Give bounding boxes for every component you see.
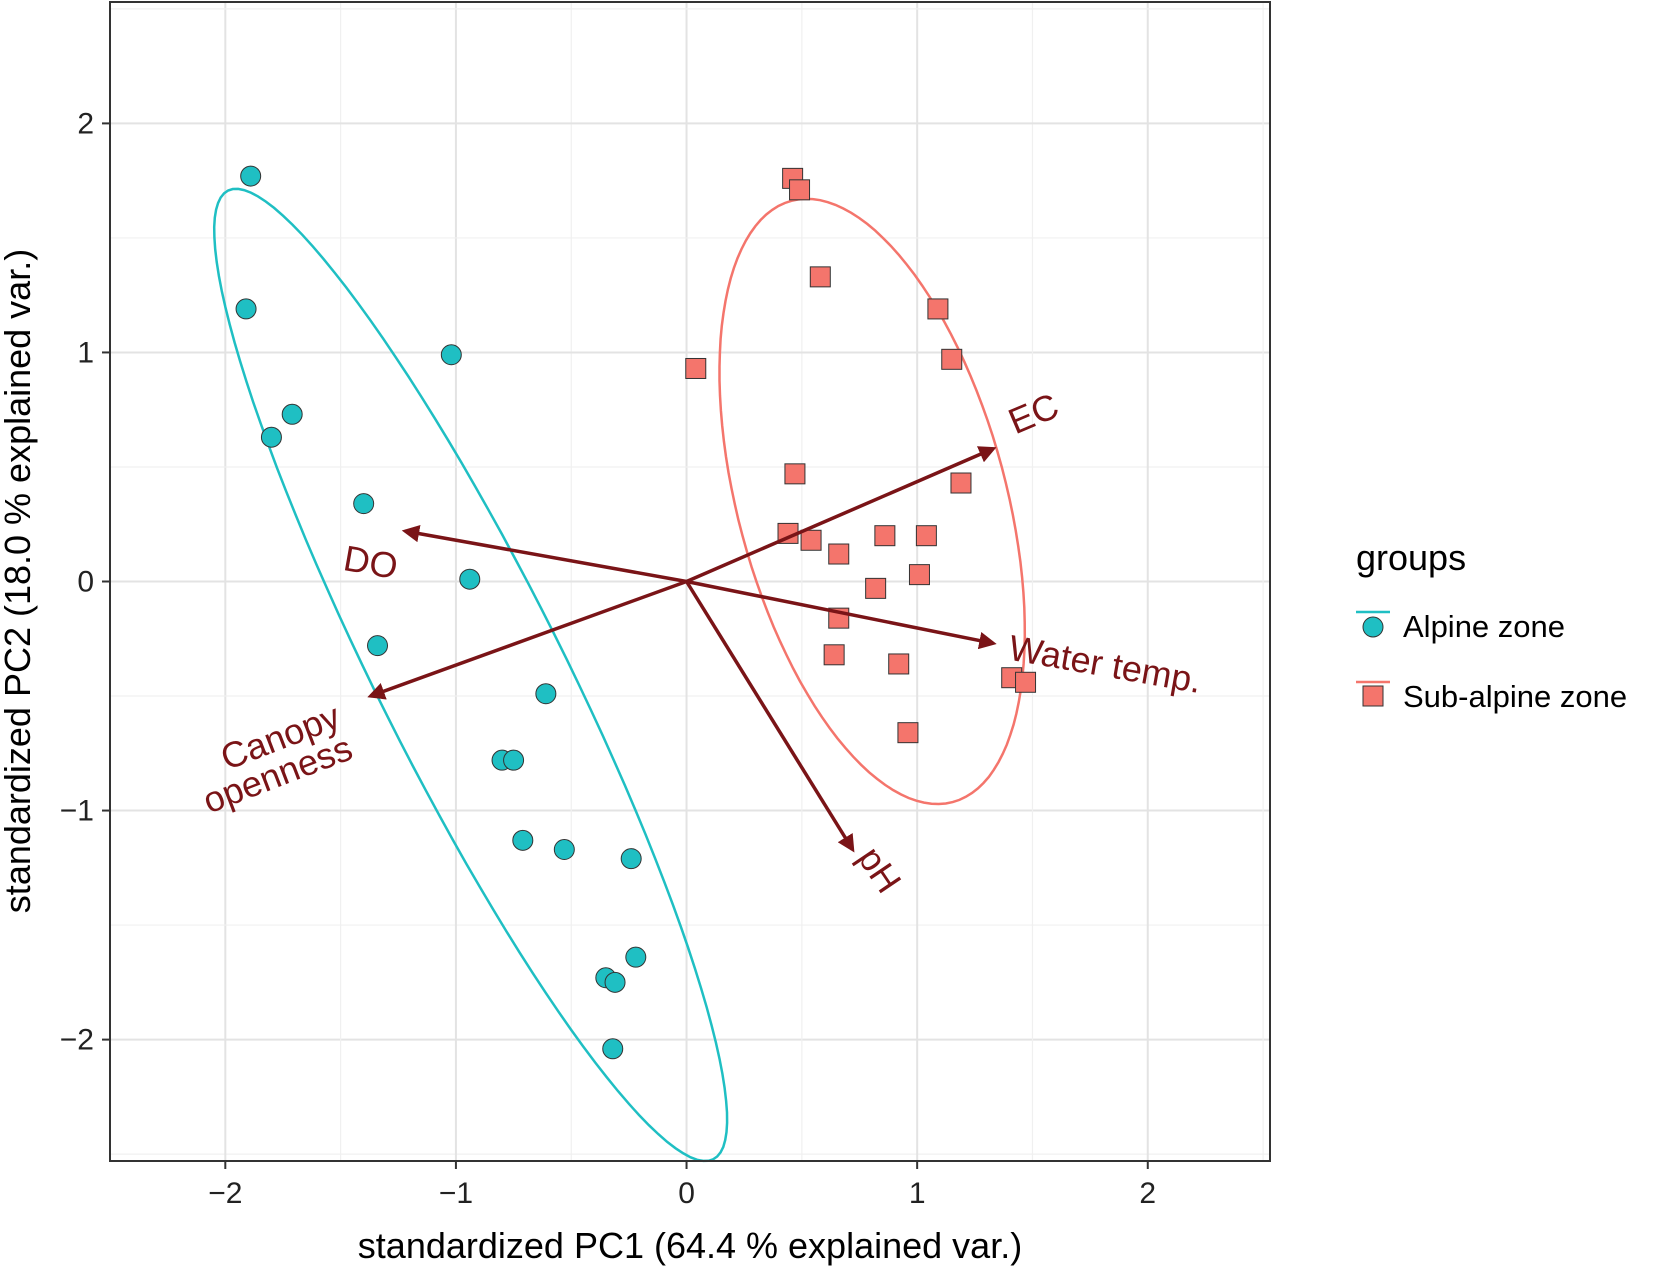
legend-alpine-label: Alpine zone (1403, 609, 1565, 644)
point-subalpine (950, 472, 972, 494)
y-tick-label: −2 (60, 1024, 94, 1057)
legend-alpine-marker (1362, 616, 1384, 638)
point-alpine (604, 971, 626, 993)
point-alpine (535, 683, 557, 705)
ellipse-alpine (212, 187, 729, 1163)
point-alpine (512, 829, 534, 851)
y-tick-label: −1 (60, 795, 94, 828)
point-alpine (625, 946, 647, 968)
point-subalpine (865, 577, 887, 599)
point-subalpine (800, 529, 822, 551)
y-tick-label: 2 (77, 107, 94, 140)
point-alpine (503, 749, 525, 771)
x-tick-label: 1 (909, 1177, 926, 1210)
point-subalpine (874, 525, 896, 547)
legend-entry-alpine: Alpine zone (1356, 609, 1565, 644)
vector-ph-arrow (685, 580, 855, 853)
point-subalpine (685, 357, 707, 379)
x-tick-label: −1 (439, 1177, 473, 1210)
legend-subalpine-marker (1362, 685, 1384, 707)
point-alpine (281, 403, 303, 425)
vector-do-label: DO (341, 537, 401, 587)
point-alpine (235, 298, 257, 320)
point-alpine (240, 165, 262, 187)
legend-entry-subalpine: Sub-alpine zone (1356, 679, 1627, 714)
point-subalpine (1015, 671, 1037, 693)
vector-canopy-openness-arrow (367, 579, 688, 700)
legend: groups Alpine zone Sub-alpine zone (1356, 537, 1627, 714)
ellipse-subalpine (718, 197, 1027, 806)
legend-subalpine-label: Sub-alpine zone (1403, 679, 1627, 714)
y-axis-title: standardized PC2 (18.0 % explained var.) (0, 249, 38, 913)
point-subalpine (828, 543, 850, 565)
point-subalpine (908, 564, 930, 586)
point-alpine (553, 838, 575, 860)
y-axis: −2 −1 0 1 2 (60, 107, 110, 1057)
confidence-ellipses (212, 187, 1027, 1163)
point-alpine (367, 635, 389, 657)
legend-title: groups (1356, 537, 1466, 578)
data-points (235, 165, 1037, 1060)
x-axis-title: standardized PC1 (64.4 % explained var.) (358, 1225, 1022, 1266)
point-alpine (440, 344, 462, 366)
vector-water-temp-arrow (686, 579, 997, 650)
point-alpine (260, 426, 282, 448)
point-subalpine (784, 463, 806, 485)
vector-do-arrow (401, 524, 687, 584)
x-tick-label: 0 (678, 1177, 695, 1210)
point-subalpine (897, 722, 919, 744)
point-subalpine (789, 179, 811, 201)
point-subalpine (941, 348, 963, 370)
vector-ec-arrow (685, 446, 997, 584)
point-alpine (353, 493, 375, 515)
point-subalpine (915, 525, 937, 547)
x-tick-label: 2 (1139, 1177, 1156, 1210)
point-subalpine (823, 644, 845, 666)
y-tick-label: 1 (77, 336, 94, 369)
point-subalpine (927, 298, 949, 320)
point-subalpine (888, 653, 910, 675)
point-subalpine (809, 266, 831, 288)
point-alpine (459, 568, 481, 590)
x-tick-label: −2 (208, 1177, 242, 1210)
y-tick-label: 0 (77, 566, 94, 599)
point-alpine (602, 1038, 624, 1060)
x-axis: −2 −1 0 1 2 (208, 1161, 1156, 1210)
point-alpine (620, 848, 642, 870)
